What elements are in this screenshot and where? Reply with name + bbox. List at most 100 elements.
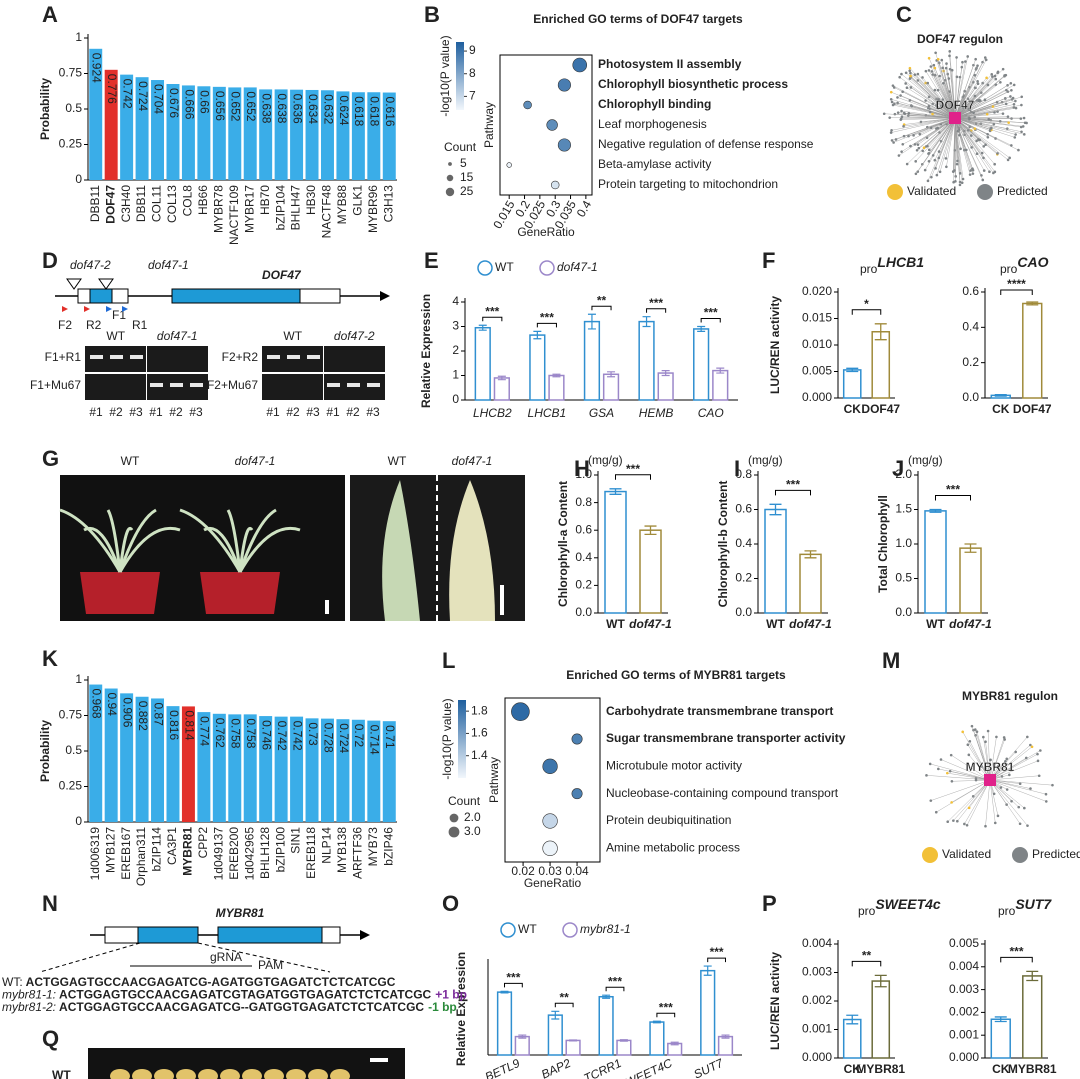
chart-title: proSUT7 <box>998 896 1052 918</box>
error-bar <box>533 330 542 340</box>
x-tick-label: EREB118 <box>304 827 318 879</box>
y-tick-label: 0.001 <box>949 1027 979 1041</box>
y-tick-label: 0.2 <box>735 571 752 585</box>
x-tick-label: CK <box>844 1062 862 1076</box>
node <box>938 170 942 174</box>
edge <box>940 759 991 781</box>
chart-title: Enriched GO terms of DOF47 targets <box>533 12 743 26</box>
kernel <box>242 1069 262 1079</box>
y-axis-label: LUC/REN activity <box>768 296 782 394</box>
term-label: Protein targeting to mitochondrion <box>598 177 778 191</box>
panel-letter: K <box>42 646 58 671</box>
bar <box>120 74 134 180</box>
significance-bracket <box>605 986 625 992</box>
node <box>934 810 938 814</box>
x-tick-label: MYBR81 <box>181 827 195 876</box>
node <box>1004 102 1008 106</box>
node <box>928 110 932 114</box>
value-label: 0.73 <box>306 722 320 746</box>
bar <box>565 1039 581 1056</box>
y-tick-label: 1 <box>75 30 82 44</box>
y-axis-label: Relative Expression <box>454 952 468 1066</box>
edge <box>954 56 968 119</box>
error-bar <box>518 1034 527 1039</box>
edge <box>954 57 986 119</box>
node <box>995 735 998 739</box>
edge <box>915 117 956 174</box>
term-label: Amine metabolic process <box>606 841 740 855</box>
dot <box>542 813 558 829</box>
legend-label: mybr81-1 <box>580 922 631 936</box>
panel-letter: F <box>762 248 775 273</box>
node <box>976 82 980 86</box>
x-tick-label: HB30 <box>304 185 318 215</box>
leaf <box>226 509 242 573</box>
edge <box>893 104 956 119</box>
node <box>989 127 992 131</box>
kernel <box>308 1069 328 1079</box>
legend-label: Predicted <box>997 184 1048 198</box>
y-tick-label: 0.25 <box>59 779 83 793</box>
sequence-row: WT: ACTGGAGTGCCAACGAGATCG-AGATGGTGAGATCTC… <box>2 975 396 989</box>
node <box>980 151 984 155</box>
band <box>170 383 183 387</box>
y-tick-label: 0.6 <box>735 502 752 516</box>
error-bar <box>551 1010 560 1020</box>
edge <box>989 746 1033 781</box>
edge <box>954 76 1005 119</box>
node <box>983 98 987 101</box>
panel-letter: D <box>42 248 58 273</box>
value-label: 0.882 <box>136 701 150 731</box>
y-tick-label: 0 <box>452 392 459 406</box>
value-label: 0.656 <box>213 91 227 121</box>
band <box>190 383 203 387</box>
edge <box>954 59 987 119</box>
edge <box>930 66 956 119</box>
leaf <box>83 527 122 573</box>
legend-label: Predicted <box>1032 847 1080 861</box>
chart-title: Enriched GO terms of MYBR81 targets <box>566 668 786 682</box>
value-label: 0.776 <box>105 74 119 104</box>
value-label: 0.638 <box>275 93 289 123</box>
edge <box>971 726 991 781</box>
x-tick-label: NLP14 <box>320 827 334 864</box>
node <box>986 132 989 136</box>
node <box>1020 130 1023 134</box>
node <box>978 138 982 142</box>
leaf <box>449 480 495 621</box>
plot-frame <box>504 697 601 863</box>
value-label: 0.618 <box>352 96 366 126</box>
significance-bracket <box>554 1002 574 1008</box>
edge <box>954 82 1001 119</box>
node <box>1029 743 1032 747</box>
node <box>967 753 971 757</box>
legend-label: Validated <box>907 184 956 198</box>
lane-label: #2 <box>286 405 300 419</box>
node <box>1006 158 1010 162</box>
edge <box>908 113 956 119</box>
node <box>927 148 931 152</box>
count-legend-dot <box>449 813 459 823</box>
bar <box>638 320 655 401</box>
bar <box>871 980 891 1059</box>
node <box>916 79 920 82</box>
legend-swatch <box>500 922 516 938</box>
node <box>1005 757 1009 761</box>
node <box>930 175 933 179</box>
node <box>985 112 989 116</box>
node <box>1001 112 1005 115</box>
hub-label: MYBR81 <box>966 760 1015 774</box>
significance-bracket <box>935 495 971 501</box>
value-label: 0.632 <box>321 94 335 124</box>
lane-label: #2 <box>109 405 123 419</box>
edge <box>989 753 1038 781</box>
node <box>918 132 922 136</box>
significance-label: *** <box>659 1000 673 1014</box>
primer-label: F2 <box>58 318 72 332</box>
edge <box>983 737 991 781</box>
pam-label: PAM <box>258 958 283 972</box>
edge <box>966 779 991 826</box>
colorbar-tick-label: 8 <box>469 66 476 80</box>
sequence: ACTGGAGTGCCAACGAGATCG--GATGGTGAGATCTCTCA… <box>59 1000 424 1014</box>
value-label: 0.724 <box>337 723 351 753</box>
